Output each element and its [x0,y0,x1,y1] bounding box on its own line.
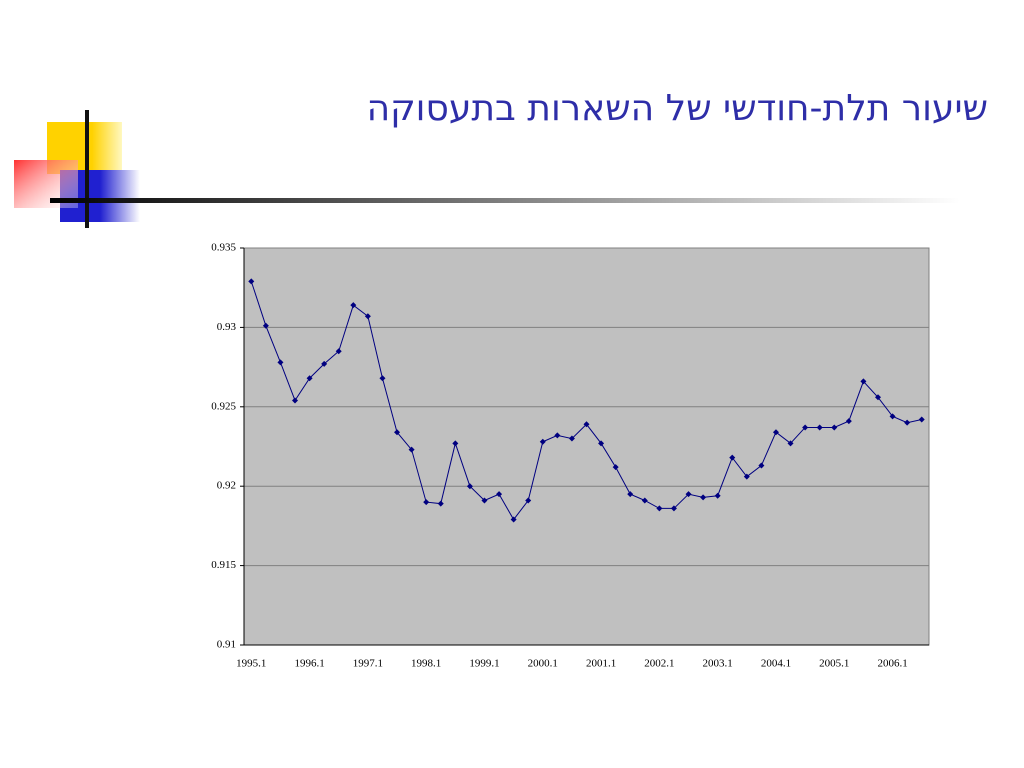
data-point [379,375,386,382]
data-point [670,505,677,512]
y-tick-label: 0.915 [211,559,236,571]
y-tick-label: 0.92 [217,480,236,492]
data-point [787,440,794,447]
data-point [729,454,736,461]
data-point [437,500,444,507]
data-point [816,424,823,431]
data-point [612,464,619,471]
data-point [321,360,328,367]
data-point [394,429,401,436]
data-point [350,302,357,309]
data-point [292,397,299,404]
data-point [423,499,430,506]
data-point [831,424,838,431]
data-point [408,446,415,453]
data-point [306,375,313,382]
y-tick-label: 0.93 [217,321,237,333]
data-point [554,432,561,439]
data-point [860,378,867,385]
data-point [685,491,692,498]
data-point [262,322,269,329]
data-point [874,394,881,401]
slide-title: שיעור תלת-חודשי של השארות בתעסוקה [366,88,988,129]
data-point [539,438,546,445]
x-tick-label: 1996.1 [294,658,324,670]
data-point [845,418,852,425]
data-point [364,313,371,320]
data-point [656,505,663,512]
y-tick-label: 0.925 [211,400,236,412]
data-point [627,491,634,498]
data-point [904,419,911,426]
decoration [14,110,960,228]
x-tick-label: 2003.1 [703,658,733,670]
data-point [743,473,750,480]
data-point [525,497,532,504]
data-point [641,497,648,504]
x-tick-label: 1997.1 [353,658,383,670]
data-point [496,491,503,498]
x-tick-label: 2002.1 [644,658,674,670]
data-point [758,462,765,469]
x-tick-label: 1999.1 [469,658,499,670]
x-tick-label: 1995.1 [236,658,266,670]
data-point [918,416,925,423]
data-point [700,494,707,501]
data-point [714,492,721,499]
data-point [772,429,779,436]
data-point [510,516,517,523]
x-tick-label: 2000.1 [528,658,558,670]
data-point [481,497,488,504]
data-point [466,483,473,490]
data-point [802,424,809,431]
plot-area [243,247,930,646]
data-point [583,421,590,428]
data-point [277,359,284,366]
x-tick-label: 2004.1 [761,658,791,670]
data-point [889,413,896,420]
data-point [452,440,459,447]
y-tick-label: 0.935 [211,242,236,254]
x-tick-label: 2006.1 [877,658,907,670]
y-tick-label: 0.91 [217,639,236,651]
data-point [248,278,255,285]
data-point [335,348,342,355]
x-tick-label: 2005.1 [819,658,849,670]
x-tick-label: 1998.1 [411,658,441,670]
x-tick-label: 2001.1 [586,658,616,670]
data-point [598,440,605,447]
data-point [568,435,575,442]
